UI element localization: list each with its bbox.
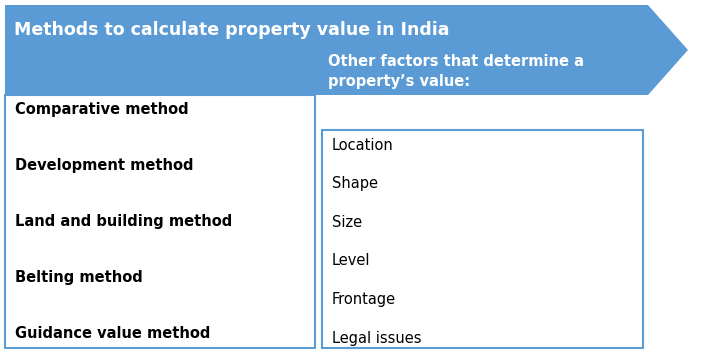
Text: Legal issues: Legal issues bbox=[332, 330, 421, 346]
Text: Land and building method: Land and building method bbox=[15, 214, 232, 229]
Text: Size: Size bbox=[332, 215, 362, 230]
Text: Shape: Shape bbox=[332, 176, 378, 191]
Text: Methods to calculate property value in India: Methods to calculate property value in I… bbox=[14, 21, 449, 39]
Polygon shape bbox=[5, 5, 688, 95]
FancyBboxPatch shape bbox=[322, 130, 643, 348]
Text: Development method: Development method bbox=[15, 158, 193, 173]
Text: Comparative method: Comparative method bbox=[15, 102, 189, 118]
Text: Level: Level bbox=[332, 253, 371, 268]
Text: Frontage: Frontage bbox=[332, 292, 396, 307]
Text: Guidance value method: Guidance value method bbox=[15, 325, 210, 341]
Text: Location: Location bbox=[332, 138, 394, 152]
Text: Belting method: Belting method bbox=[15, 270, 143, 285]
FancyBboxPatch shape bbox=[5, 95, 315, 348]
Text: Other factors that determine a
property’s value:: Other factors that determine a property’… bbox=[328, 54, 584, 89]
